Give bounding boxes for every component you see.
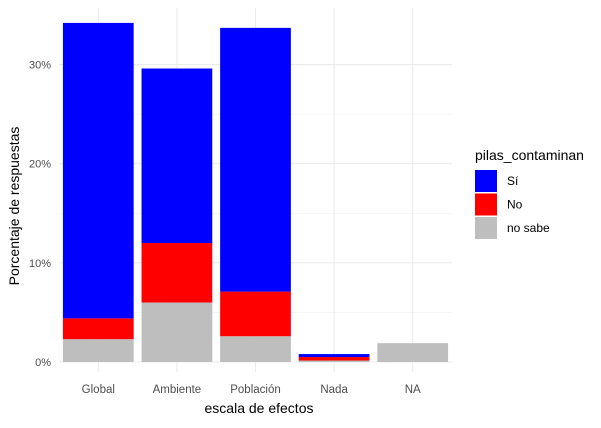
x-axis-label: escala de efectos — [205, 400, 314, 416]
y-tick-label: 0% — [35, 357, 51, 369]
y-tick-label: 10% — [29, 258, 51, 270]
y-tick-label: 20% — [29, 159, 51, 171]
legend-items: Sí No no sabe — [475, 170, 550, 239]
y-axis-label: Porcentaje de respuestas — [6, 127, 22, 286]
legend-label: Sí — [507, 174, 519, 188]
bar-segment — [62, 318, 134, 340]
bar-segment — [298, 357, 370, 361]
legend-swatch — [475, 217, 497, 239]
y-tick-labels: 0% 10% 20% 30% — [29, 60, 51, 369]
legend-swatch — [475, 170, 497, 192]
bar-segment — [377, 343, 449, 362]
x-tick-label: NA — [405, 384, 421, 396]
x-tick-label: Ambiente — [153, 384, 202, 396]
bar-segment — [62, 339, 134, 362]
y-tick-label: 30% — [29, 60, 51, 72]
bar-segment — [298, 354, 370, 358]
legend-label: No — [507, 198, 523, 212]
legend-swatch — [475, 193, 497, 216]
bar-segment — [220, 336, 291, 362]
x-tick-labels: Global Ambiente Población Nada NA — [82, 384, 421, 396]
bar-segment — [141, 243, 213, 303]
bar-segment — [220, 27, 291, 292]
x-tick-label: Nada — [320, 384, 348, 396]
bar-segment — [220, 291, 291, 337]
x-tick-label: Población — [230, 384, 281, 396]
x-tick-label: Global — [82, 384, 115, 396]
legend-title: pilas_contaminan — [475, 147, 584, 163]
legend: pilas_contaminan Sí No no sabe — [475, 147, 584, 239]
legend-label: no sabe — [507, 221, 550, 235]
bar-segment — [62, 22, 134, 319]
bars — [62, 22, 449, 362]
bar-segment — [141, 68, 213, 244]
bar-segment — [298, 360, 370, 362]
bar-segment — [141, 302, 213, 362]
